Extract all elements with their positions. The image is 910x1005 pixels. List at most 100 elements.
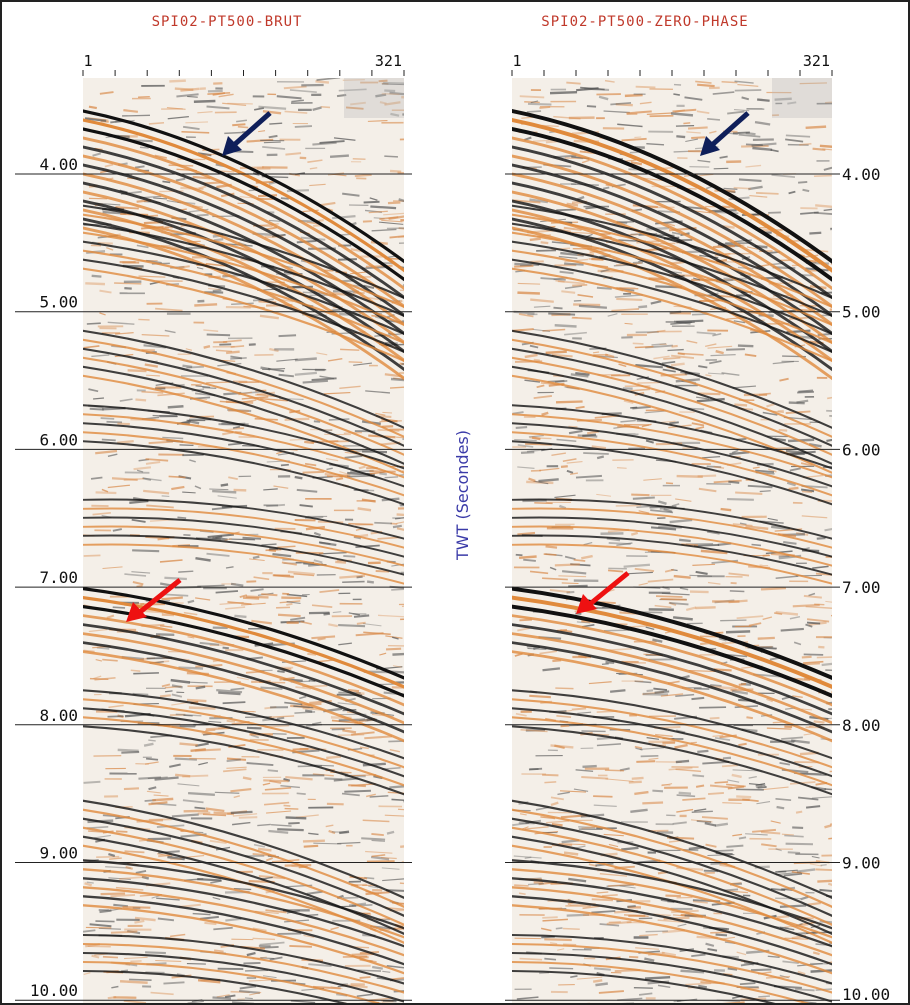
noise [729,590,745,593]
reflector [512,208,832,363]
noise [801,708,812,711]
reflector [512,534,832,576]
noise [824,101,832,104]
noise [215,590,239,594]
noise [668,601,677,606]
noise [674,743,688,749]
noise [285,775,313,781]
noise [161,596,183,601]
noise [385,647,402,651]
noise [739,522,747,526]
reflector [512,172,832,327]
noise [714,849,734,853]
noise [519,95,545,99]
noise [335,560,347,564]
noise [196,266,204,270]
reflector [83,208,404,363]
reflector [512,507,832,549]
noise [523,558,536,562]
reflector [83,817,404,917]
noise [660,420,676,424]
noise [350,248,363,253]
noise [533,305,551,308]
reflector [83,933,404,985]
noise [631,493,650,497]
noise [669,421,679,425]
noise [827,396,832,400]
reflector [83,145,404,300]
noise [726,348,745,351]
noise [542,773,559,777]
noise [241,602,266,606]
noise [208,287,221,291]
noise [272,552,292,558]
noise [815,868,832,872]
noise [391,588,404,591]
noise [138,776,162,780]
noise [602,186,610,190]
noise [230,787,252,793]
noise [632,342,644,345]
axis-label: TWT (Secondes) [453,430,472,561]
noise [124,956,148,960]
noise [208,720,222,723]
noise [686,131,701,134]
noise [691,696,705,701]
noise [302,379,329,384]
noise [332,215,356,220]
noise [266,226,278,231]
reflector [512,942,832,994]
reflector [512,204,832,300]
tick-label: 5.00 [39,293,78,312]
noise [691,422,705,427]
noise [760,646,777,650]
noise [617,123,643,128]
noise [264,786,292,791]
noise [180,87,200,92]
noise [148,121,165,125]
noise [534,502,553,505]
noise [398,198,404,203]
noise [148,786,157,791]
noise [644,976,671,980]
noise [397,808,404,811]
noise [592,979,603,983]
noise [714,781,729,784]
noise [555,279,565,283]
noise [702,760,730,765]
noise [761,843,777,848]
noise [283,85,307,90]
noise [634,680,652,684]
noise [252,555,260,560]
noise [632,261,644,265]
noise [748,622,762,627]
noise [320,201,336,207]
noise [150,991,174,996]
noise [217,495,237,499]
noise [668,766,693,771]
noise [697,83,715,88]
noise [638,992,653,996]
noise [728,480,740,484]
noise [390,522,398,525]
noise [132,581,144,586]
noise [671,354,695,359]
reflector [83,826,404,926]
noise [238,989,260,994]
reflector [512,154,832,309]
reflector [512,181,832,336]
noise [549,566,557,571]
reflector [83,716,404,787]
noise [250,588,264,592]
noise [646,737,660,740]
noise [770,820,781,824]
noise [705,374,712,377]
noise [89,923,112,928]
trace-label: 321 [803,52,830,70]
noise [212,996,232,1000]
noise [603,110,630,114]
noise [720,619,747,622]
noise [169,79,186,83]
noise [727,779,740,783]
noise [325,457,339,462]
